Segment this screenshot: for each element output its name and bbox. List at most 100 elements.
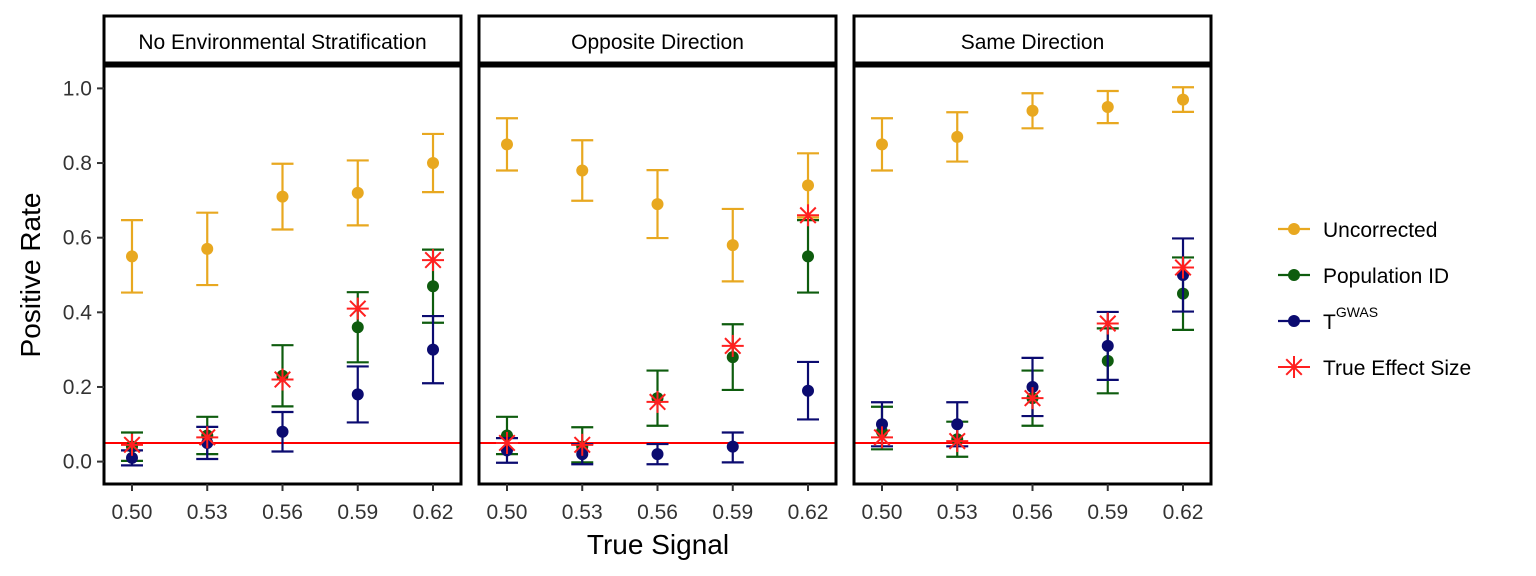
x-tick-label: 0.59 (1087, 501, 1128, 524)
asterisk-stroke (873, 428, 891, 446)
data-point (726, 239, 739, 252)
data-point (1026, 380, 1039, 393)
data-point (125, 250, 138, 263)
asterisk-stroke (274, 371, 291, 388)
asterisk-stroke (498, 434, 516, 452)
x-tick-label: 0.62 (413, 501, 454, 524)
x-tick-label: 0.50 (862, 501, 903, 524)
data-point (875, 418, 888, 431)
legend-label: Population ID (1323, 265, 1449, 288)
y-tick-label: 0.4 (63, 301, 93, 324)
asterisk-marker (646, 390, 669, 413)
data-point (875, 138, 888, 151)
data-point (276, 190, 289, 203)
x-tick-label: 0.56 (637, 501, 678, 524)
x-axis-title: True Signal (587, 529, 729, 560)
x-tick-label: 0.50 (487, 501, 528, 524)
facet-title: No Environmental Stratification (138, 31, 426, 54)
series-uncorrected (120, 132, 445, 294)
series-uncorrected (870, 86, 1195, 172)
legend-item-tgwas: TGWAS (1278, 304, 1378, 334)
x-tick-label: 0.53 (937, 501, 978, 524)
asterisk-marker (422, 249, 445, 272)
data-point (500, 138, 513, 151)
series-true-effect (870, 256, 1195, 453)
asterisk-marker (721, 334, 744, 357)
x-tick-label: 0.56 (1012, 501, 1053, 524)
asterisk-marker (946, 430, 969, 453)
asterisk-marker (196, 426, 219, 449)
data-point (651, 448, 664, 461)
facet-title: Opposite Direction (571, 31, 744, 54)
asterisk-stroke (948, 432, 966, 450)
asterisk-marker (120, 433, 143, 456)
asterisk-marker (1096, 312, 1119, 335)
asterisk-marker (1172, 256, 1195, 279)
chart-panels: No Environmental Stratification 0.50 0.53 0… (63, 14, 1213, 524)
data-point (427, 343, 440, 356)
y-tick-label: 1.0 (63, 77, 92, 100)
data-point (427, 280, 440, 293)
y-tick-label: 0.0 (63, 451, 92, 474)
x-tick-label: 0.59 (712, 501, 753, 524)
legend-label-superscript: GWAS (1336, 304, 1378, 320)
data-point (1101, 101, 1114, 114)
x-tick-label: 0.62 (1163, 501, 1204, 524)
asterisk-stroke (1174, 259, 1192, 277)
asterisk-stroke (123, 436, 141, 454)
x-tick-label: 0.50 (112, 501, 153, 524)
legend: Uncorrected Population ID TGWAS True Effect… (1278, 219, 1471, 380)
asterisk-marker (1021, 387, 1044, 410)
y-axis-title: Positive Rate (15, 193, 46, 358)
data-point (351, 186, 364, 199)
x-tick-label: 0.53 (187, 501, 228, 524)
asterisk-marker (870, 426, 893, 449)
legend-label: Uncorrected (1323, 219, 1437, 242)
data-point (651, 198, 664, 211)
asterisk-marker (271, 368, 294, 391)
legend-label: TGWAS (1323, 304, 1378, 334)
asterisk-stroke (649, 393, 666, 411)
facet-strip (477, 14, 838, 65)
legend-key-point (1288, 315, 1300, 327)
asterisk-marker (495, 431, 518, 454)
data-point (276, 425, 289, 438)
asterisk-marker (797, 204, 820, 227)
data-point (726, 351, 739, 364)
legend-label: True Effect Size (1323, 357, 1471, 380)
asterisk-stroke (573, 436, 591, 454)
data-point (201, 242, 214, 255)
y-tick-label: 0.8 (63, 152, 92, 175)
facet-title: Same Direction (961, 31, 1105, 54)
asterisk-stroke (724, 337, 742, 355)
data-point (1177, 93, 1190, 106)
data-point (351, 388, 364, 401)
series-true-effect (120, 249, 445, 456)
data-point (1101, 339, 1114, 352)
panel-2: Opposite Direction 0.50 0.53 0.56 0.59 0.62 (477, 14, 838, 524)
data-point (951, 130, 964, 143)
data-point (802, 250, 815, 263)
data-point (951, 418, 964, 431)
legend-key-point (1288, 269, 1300, 281)
data-point (726, 440, 739, 453)
asterisk-stroke (1099, 315, 1117, 333)
legend-item-uncorrected: Uncorrected (1278, 219, 1437, 242)
data-point (802, 179, 815, 192)
data-point (125, 451, 138, 464)
legend-item-true_effect: True Effect Size (1278, 356, 1471, 380)
asterisk-stroke (198, 428, 216, 446)
asterisk-stroke (349, 300, 367, 318)
x-tick-label: 0.59 (337, 501, 378, 524)
data-point (351, 321, 364, 334)
facet-strip (852, 14, 1213, 65)
legend-item-popid: Population ID (1278, 265, 1449, 288)
asterisk-marker (346, 297, 369, 320)
asterisk-stroke (424, 251, 442, 269)
panel-3: Same Direction 0.50 0.53 0.56 0.59 0.62 (852, 14, 1213, 524)
data-point (1026, 104, 1039, 117)
legend-key-asterisk (1285, 358, 1303, 376)
data-point (427, 157, 440, 170)
data-point (576, 164, 589, 177)
